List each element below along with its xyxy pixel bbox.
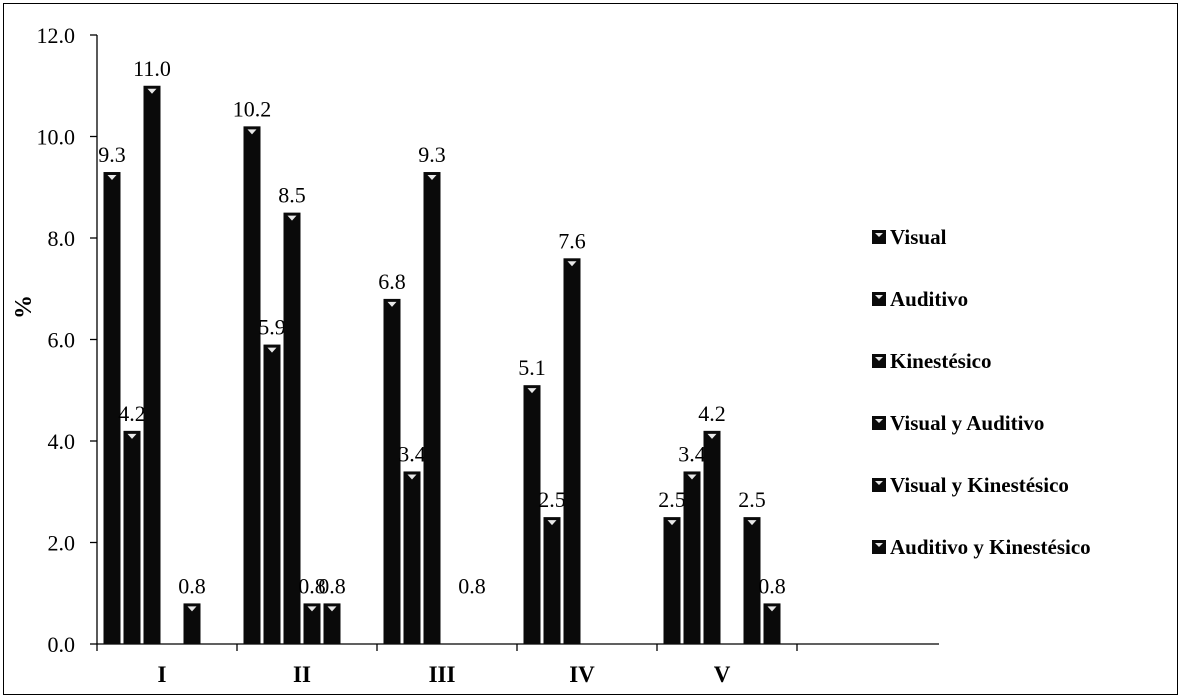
data-label: 2.5 xyxy=(538,487,566,512)
y-axis-title: % xyxy=(11,295,37,319)
bar-cap-marker xyxy=(687,474,697,480)
x-category-label: V xyxy=(714,662,731,687)
bar xyxy=(103,172,121,644)
bar xyxy=(683,471,701,644)
bar xyxy=(403,471,421,644)
bar xyxy=(143,85,161,644)
bar-cap-marker xyxy=(667,520,677,526)
y-tick-label: 2.0 xyxy=(48,531,76,556)
bar-cap-marker xyxy=(527,388,537,394)
legend-swatch-marker xyxy=(875,295,883,299)
data-label: 8.5 xyxy=(278,183,306,208)
legend-swatch-marker xyxy=(875,357,883,361)
data-label: 5.9 xyxy=(258,315,286,340)
legend-item-label: Auditivo y Kinestésico xyxy=(890,535,1091,559)
bar-cap-marker xyxy=(267,347,277,353)
y-tick-label: 12.0 xyxy=(37,23,76,48)
data-label: 0.8 xyxy=(458,573,486,598)
y-tick-label: 8.0 xyxy=(48,226,76,251)
bar xyxy=(543,517,561,644)
data-label: 6.8 xyxy=(378,269,406,294)
data-label: 0.8 xyxy=(298,573,326,598)
bar xyxy=(383,298,401,644)
bar-cap-marker xyxy=(187,606,197,612)
y-tick-label: 10.0 xyxy=(37,125,76,150)
data-label: 4.2 xyxy=(118,401,146,426)
bar xyxy=(523,385,541,644)
legend-swatch-marker xyxy=(875,543,883,547)
bar xyxy=(123,430,141,644)
bar-cap-marker xyxy=(767,606,777,612)
legend-item-label: Visual y Kinestésico xyxy=(890,473,1069,497)
bar xyxy=(183,603,201,644)
x-category-label: II xyxy=(293,662,311,687)
bar xyxy=(423,172,441,644)
y-tick-label: 4.0 xyxy=(48,429,76,454)
data-label: 3.4 xyxy=(678,441,706,466)
data-label: 0.8 xyxy=(758,573,786,598)
bar xyxy=(323,603,341,644)
legend-swatch-marker xyxy=(875,419,883,423)
y-tick-label: 0.0 xyxy=(48,632,76,657)
bar-cap-marker xyxy=(247,129,257,135)
bar-cap-marker xyxy=(407,474,417,480)
data-label: 3.4 xyxy=(398,441,426,466)
data-label: 0.8 xyxy=(178,573,206,598)
data-label: 2.5 xyxy=(658,487,686,512)
bar-cap-marker xyxy=(387,301,397,307)
bar-cap-marker xyxy=(707,433,717,439)
legend-item-label: Visual y Auditivo xyxy=(890,411,1044,435)
legend-item-label: Visual xyxy=(890,225,947,249)
bar-cap-marker xyxy=(327,606,337,612)
bar xyxy=(283,212,301,644)
y-tick-label: 6.0 xyxy=(48,328,76,353)
bar-cap-marker xyxy=(307,606,317,612)
x-category-label: III xyxy=(429,662,456,687)
legend-item-label: Auditivo xyxy=(890,287,968,311)
bar-cap-marker xyxy=(567,261,577,267)
bar-cap-marker xyxy=(287,215,297,221)
data-label: 9.3 xyxy=(98,142,126,167)
bar xyxy=(303,603,321,644)
data-label: 9.3 xyxy=(418,142,446,167)
bar xyxy=(743,517,761,644)
data-label: 11.0 xyxy=(133,56,171,81)
bar-cap-marker xyxy=(127,433,137,439)
data-label: 4.2 xyxy=(698,401,726,426)
bar-cap-marker xyxy=(147,88,157,94)
legend-item-label: Kinestésico xyxy=(890,349,991,373)
bar xyxy=(763,603,781,644)
bar xyxy=(243,126,261,645)
data-label: 10.2 xyxy=(233,96,272,121)
data-label: 2.5 xyxy=(738,487,766,512)
bar xyxy=(663,517,681,644)
bar-cap-marker xyxy=(427,175,437,181)
data-label: 5.1 xyxy=(518,355,546,380)
data-label: 0.8 xyxy=(318,573,346,598)
chart-frame: 0.0 2.0 4.0 6.0 8.0 10.0 12.0% I 9.3 4.2 11.0 0.8 II… xyxy=(3,3,1178,695)
x-category-label: IV xyxy=(569,662,595,687)
bar-chart: 0.0 2.0 4.0 6.0 8.0 10.0 12.0% I 9.3 4.2 11.0 0.8 II… xyxy=(11,23,1091,687)
data-label: 7.6 xyxy=(558,228,586,253)
bar xyxy=(563,258,581,644)
bar-cap-marker xyxy=(747,520,757,526)
bar xyxy=(263,344,281,644)
bar-cap-marker xyxy=(107,175,117,181)
bar-cap-marker xyxy=(547,520,557,526)
legend-swatch-marker xyxy=(875,233,883,237)
x-category-label: I xyxy=(158,662,167,687)
bar xyxy=(703,430,721,644)
legend-swatch-marker xyxy=(875,481,883,485)
